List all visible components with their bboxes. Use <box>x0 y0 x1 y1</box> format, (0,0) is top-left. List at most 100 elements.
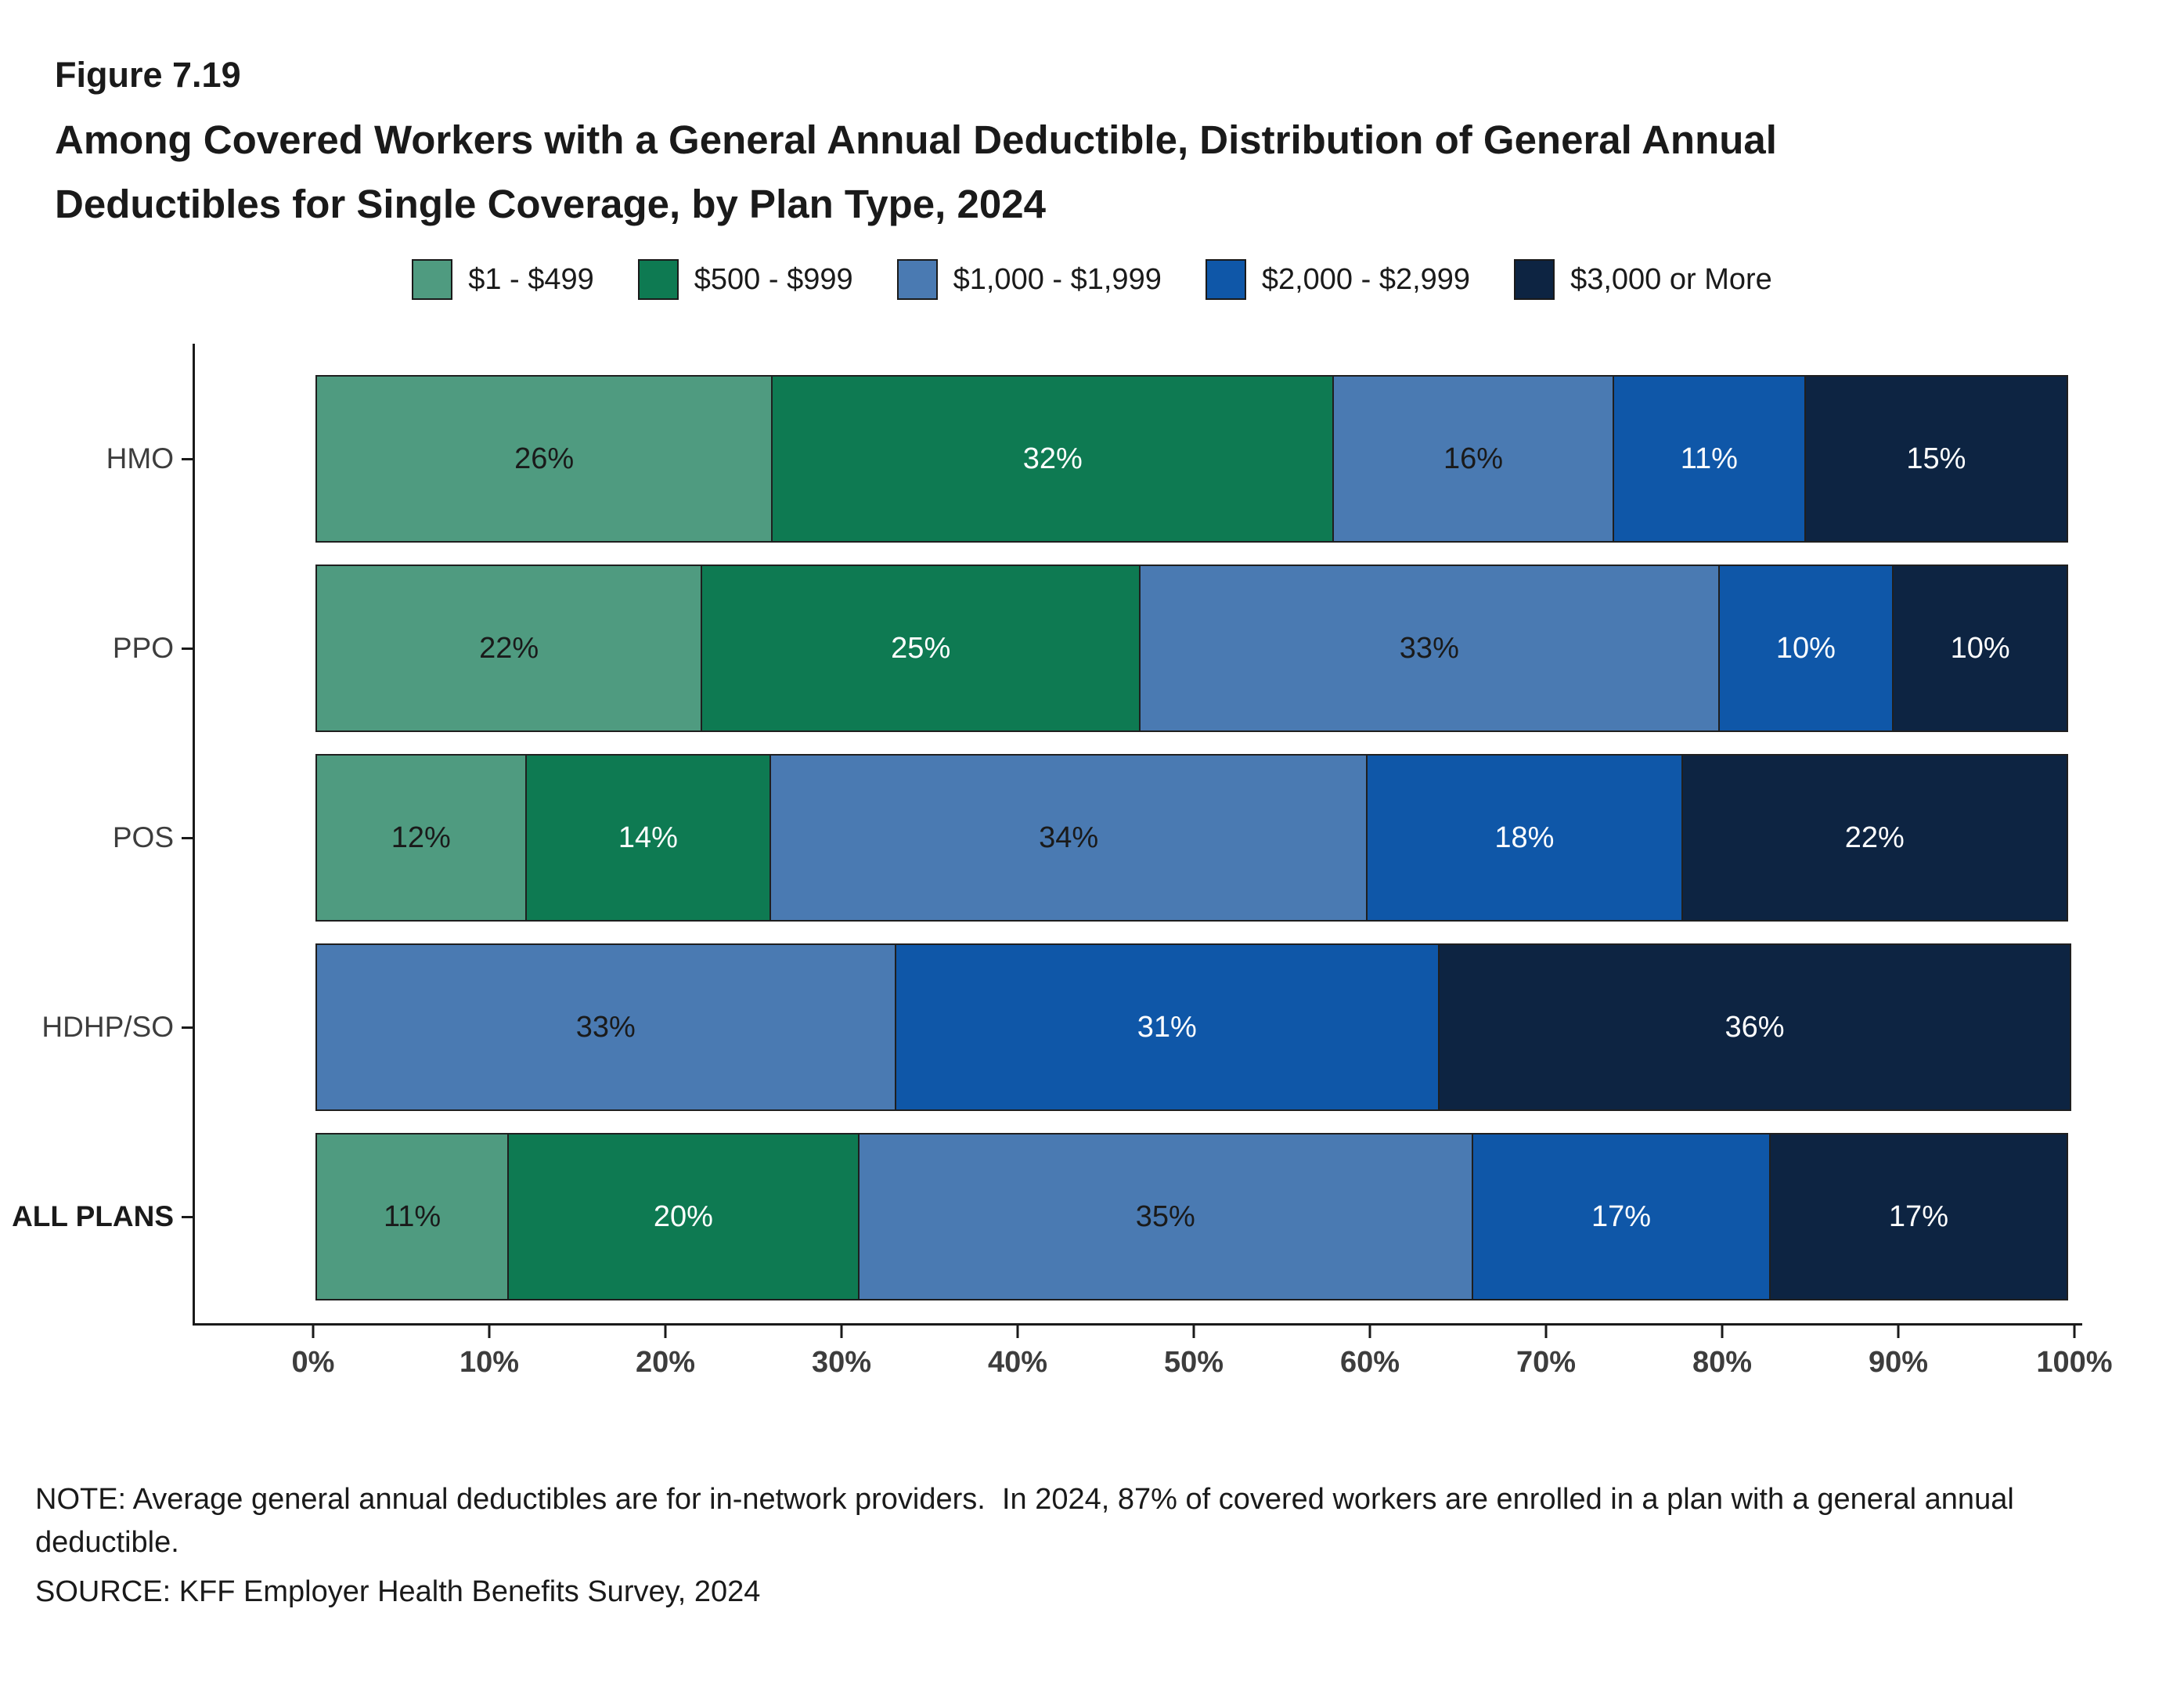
x-axis-tick <box>488 1326 491 1339</box>
category-label: POS <box>112 821 174 854</box>
legend-label: $1 - $499 <box>468 262 594 296</box>
legend-label: $500 - $999 <box>694 262 853 296</box>
bar-segment-label: 17% <box>1591 1199 1651 1233</box>
y-axis-labels: HMO PPO POS HDHP/SO ALL PLANS <box>0 344 193 1326</box>
legend: $1 - $499 $500 - $999 $1,000 - $1,999 $2,00… <box>0 259 2184 301</box>
x-axis-tick <box>1897 1326 1900 1339</box>
x-axis-tick-label: 10% <box>459 1346 520 1380</box>
bar-segment: 17% <box>1768 1133 2068 1301</box>
x-axis-tick <box>2073 1326 2076 1339</box>
x-axis: 0% 10% 20% 30% 40% 50% 60% 70% 80% 90% 100% <box>193 1326 2113 1412</box>
bar-segment-label: 18% <box>1494 821 1555 854</box>
bar-segment: 34% <box>769 754 1368 922</box>
x-axis-tick-label: 20% <box>635 1346 696 1380</box>
x-axis-tick-label: 100% <box>2036 1346 2113 1380</box>
notes: NOTE: Average general annual deductibles… <box>35 1478 2086 1614</box>
x-axis-tick-label: 0% <box>291 1346 335 1380</box>
bar-segment: 22% <box>1681 754 2068 922</box>
x-axis-tick-label: 40% <box>987 1346 1048 1380</box>
bar-segment-label: 33% <box>1399 631 1459 665</box>
legend-item: $3,000 or More <box>1514 259 1772 301</box>
legend-swatch <box>1205 259 1246 301</box>
bar-segment-label: 15% <box>1906 442 1966 475</box>
x-axis-tick <box>1544 1326 1548 1339</box>
bar-row: 33% 31% 36% <box>315 943 2074 1112</box>
legend-swatch <box>637 259 679 301</box>
bar-segment: 35% <box>857 1133 1473 1301</box>
bar-segment: 10% <box>1717 565 1894 733</box>
bar-segment: 31% <box>894 943 1440 1112</box>
bar-segment-label: 22% <box>479 631 539 665</box>
bar-segment-label: 16% <box>1443 442 1504 475</box>
bar-segment: 16% <box>1332 375 1614 543</box>
bar-segment: 25% <box>701 565 1141 733</box>
x-axis-tick <box>1192 1326 1195 1339</box>
bar-row: 12% 14% 34% 18% 22% <box>315 754 2074 922</box>
bar-segment: 20% <box>507 1133 860 1301</box>
y-axis-tick <box>182 457 193 460</box>
bar-segment-label: 11% <box>1680 442 1738 475</box>
y-axis-tick <box>182 836 193 839</box>
category-label: PPO <box>112 632 174 665</box>
x-axis-tick <box>1721 1326 1724 1339</box>
y-axis-tick <box>182 1215 193 1218</box>
bar-row: 26% 32% 16% 11% 15% <box>315 375 2074 543</box>
category-label: HMO <box>106 442 174 475</box>
bar-segment: 17% <box>1471 1133 1771 1301</box>
category-row: PPO <box>0 565 193 732</box>
bar-segment-label: 26% <box>514 442 575 475</box>
legend-item: $1 - $499 <box>412 259 594 301</box>
bar-segment-label: 32% <box>1022 442 1083 475</box>
y-axis-tick <box>182 1026 193 1029</box>
figure-number: Figure 7.19 <box>55 55 241 95</box>
bar-segment-label: 34% <box>1039 821 1099 854</box>
bar-segment-label: 14% <box>618 821 678 854</box>
bar-segment: 11% <box>1612 375 1806 543</box>
legend-item: $1,000 - $1,999 <box>896 259 1162 301</box>
note-text: NOTE: Average general annual deductibles… <box>35 1483 2023 1560</box>
bar-segment: 32% <box>771 375 1335 543</box>
x-axis-tick-label: 80% <box>1692 1346 1753 1380</box>
legend-item: $2,000 - $2,999 <box>1205 259 1471 301</box>
x-axis-tick <box>664 1326 667 1339</box>
legend-label: $2,000 - $2,999 <box>1261 262 1471 296</box>
figure-title: Among Covered Workers with a General Ann… <box>55 108 2121 236</box>
legend-swatch <box>412 259 453 301</box>
bar-row: 22% 25% 33% 10% 10% <box>315 565 2074 733</box>
bar-segment: 33% <box>1139 565 1720 733</box>
figure-title-line2: Deductibles for Single Coverage, by Plan… <box>55 181 1046 226</box>
category-label: HDHP/SO <box>41 1011 174 1044</box>
legend-label: $3,000 or More <box>1570 262 1772 296</box>
bar-segment: 36% <box>1438 943 2071 1112</box>
bar-segment: 12% <box>315 754 527 922</box>
bar-segment-label: 31% <box>1137 1010 1197 1044</box>
bar-segment: 33% <box>315 943 896 1112</box>
legend-item: $500 - $999 <box>637 259 853 301</box>
source-text: SOURCE: KFF Employer Health Benefits Sur… <box>35 1575 761 1609</box>
bar-segment-label: 10% <box>1775 631 1836 665</box>
bar-segment-label: 20% <box>653 1199 713 1233</box>
x-axis-tick-label: 30% <box>811 1346 872 1380</box>
bar-segment: 15% <box>1804 375 2068 543</box>
x-axis-tick <box>840 1326 843 1339</box>
bar-segment-label: 25% <box>891 631 951 665</box>
bar-segment: 10% <box>1892 565 2068 733</box>
figure-title-line1: Among Covered Workers with a General Ann… <box>55 117 1777 162</box>
x-axis-tick <box>1368 1326 1371 1339</box>
legend-swatch <box>896 259 938 301</box>
x-axis-tick <box>1016 1326 1019 1339</box>
category-row: ALL PLANS <box>0 1133 193 1300</box>
bar-segment-label: 36% <box>1724 1010 1785 1044</box>
bar-segment-label: 12% <box>391 821 451 854</box>
bar-segment-label: 33% <box>575 1010 636 1044</box>
bar-segment-label: 35% <box>1135 1199 1195 1233</box>
legend-label: $1,000 - $1,999 <box>953 262 1162 296</box>
bar-segment-label: 17% <box>1888 1199 1948 1233</box>
category-label: ALL PLANS <box>12 1200 174 1233</box>
category-row: HMO <box>0 375 193 543</box>
bar-segment: 14% <box>524 754 772 922</box>
x-axis-tick-label: 60% <box>1339 1346 1400 1380</box>
bar-segment: 22% <box>315 565 703 733</box>
figure-page: Figure 7.19 Among Covered Workers with a… <box>0 55 2184 1614</box>
bar-row: 11% 20% 35% 17% 17% <box>315 1133 2074 1301</box>
